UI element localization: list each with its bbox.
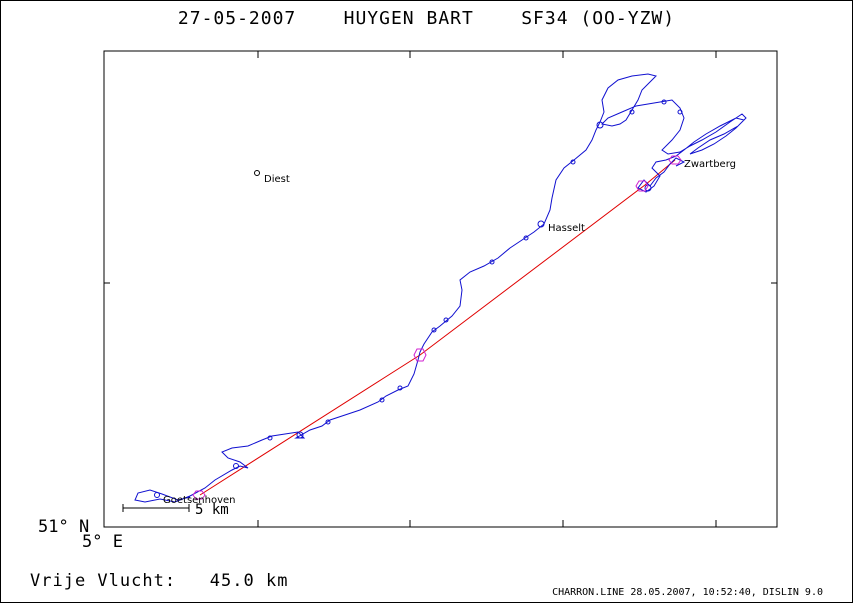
turnpoints <box>192 155 682 500</box>
flight-title: 27-05-2007 HUYGEN BART SF34 (OO-YZW) <box>0 8 853 29</box>
place-marker-diest <box>254 170 260 176</box>
flight-date: 27-05-2007 <box>177 8 297 29</box>
course-line <box>199 159 676 496</box>
pilot-name: HUYGEN BART <box>343 8 474 29</box>
thermal-circles <box>154 99 683 498</box>
scale-bar <box>122 504 190 512</box>
footer-credit: CHARRON.LINE 28.05.2007, 10:52:40, DISLI… <box>552 587 823 598</box>
turnpoint-4 <box>668 155 682 165</box>
latitude-label: 51° N <box>38 517 90 537</box>
longitude-label: 5° E <box>82 532 123 552</box>
place-label-hasselt: Hasselt <box>548 223 585 234</box>
axis-ticks <box>104 51 777 527</box>
scale-label: 5 km <box>195 502 229 518</box>
place-label-goetsenhoven: Goetsenhoven <box>163 495 236 506</box>
turnpoint-2 <box>413 348 427 362</box>
distance-summary: Vrije Vlucht: 45.0 km <box>30 571 288 591</box>
place-label-zwartberg: Zwartberg <box>684 159 736 170</box>
place-label-diest: Diest <box>264 174 290 185</box>
glider-id: SF34 (OO-YZW) <box>521 8 676 29</box>
distance-value: 45.0 km <box>209 571 289 591</box>
flight-track <box>134 73 747 503</box>
turnpoint-3 <box>635 180 649 192</box>
turnpoint-1 <box>192 490 206 500</box>
map-frame <box>103 50 778 528</box>
distance-label: Vrije Vlucht: <box>30 571 177 591</box>
